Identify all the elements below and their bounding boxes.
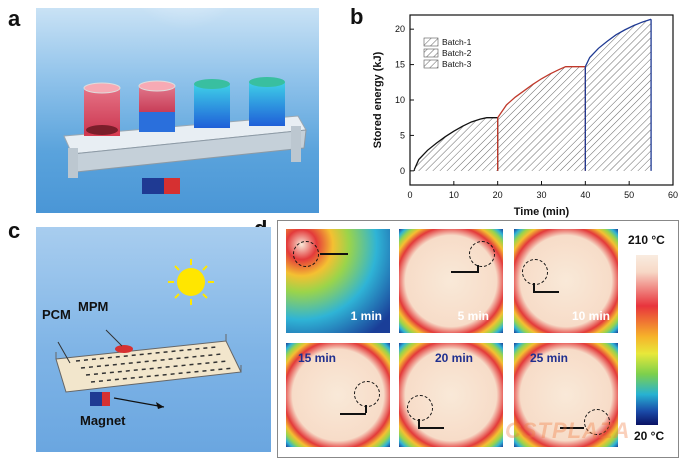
series-line-1 [413,117,498,170]
legend-label-2: Batch-2 [442,48,472,58]
y-tick-label: 10 [395,95,405,105]
beaker-red-blue [138,80,176,132]
x-tick-label: 30 [536,190,546,200]
conveyor-leg [68,148,78,178]
pcm-tray-illustration [55,259,242,409]
panel-b-letter: b [350,4,364,29]
y-tick-label: 20 [395,24,405,34]
droplet-marker [354,381,380,407]
x-tick-label: 60 [668,190,678,200]
thermal-tile-1: 1 min [286,229,390,333]
thermal-tile-4: 15 min [286,343,390,447]
mpm-droplet [115,345,133,353]
droplet-marker [469,241,495,267]
motion-arrow [418,427,444,429]
legend-swatch-3 [423,59,439,69]
tile-3-label: 10 min [571,309,610,323]
panel-c-illustration: MPM PCM Magnet [36,227,271,452]
sun-icon [168,259,214,305]
beaker-red [83,82,121,136]
y-tick-label: 5 [400,130,405,140]
tile-5-label: 20 min [435,351,474,365]
thermal-tile-6: 25 min [514,343,618,447]
panel-a-letter: a [8,6,21,31]
mpm-label: MPM [78,299,109,314]
tile-6-label: 25 min [530,351,569,365]
series-line-3 [584,18,652,67]
x-tick-label: 50 [624,190,634,200]
temperature-colorbar [636,255,658,425]
colorbar-max-label: 210 °C [628,233,665,247]
thermal-tile-2: 5 min [399,229,503,333]
droplet-marker [522,259,548,285]
panel-a-illustration [36,8,319,213]
legend-label-1: Batch-1 [442,37,472,47]
motion-arrow [340,413,366,415]
pcm-tray [55,340,242,393]
series-area-1 [414,117,498,171]
x-tick-label: 0 [407,190,412,200]
light-beam [116,8,256,118]
y-tick-label: 0 [400,166,405,176]
watermark-logo: CSTPLAZA [505,418,631,443]
droplet-marker [584,409,610,435]
thermal-tile-3: 10 min [514,229,618,333]
y-axis-label: Stored energy (kJ) [372,51,384,148]
thermal-tile-5: 20 min [399,343,503,447]
tile-1-label: 1 min [350,309,382,323]
magnet-icon [90,392,102,406]
series-line-2 [497,66,586,119]
legend-swatch-1 [423,37,439,47]
tile-4-label: 15 min [298,351,337,365]
tile-2-label: 5 min [457,309,489,323]
motion-arrow [451,271,477,273]
beaker-blue-2 [249,77,285,126]
legend-swatch-2 [423,48,439,58]
droplet-marker [407,395,433,421]
pcm-label: PCM [42,307,71,322]
droplet-marker [293,241,319,267]
y-tick-label: 15 [395,60,405,70]
legend-label-3: Batch-3 [442,59,472,69]
x-tick-label: 10 [449,190,459,200]
panel-c-letter: c [8,218,21,243]
x-axis-label: Time (min) [514,206,570,218]
motion-arrow [320,253,348,255]
magnet-label: Magnet [80,413,126,428]
panel-d-thermal-images: 1 min 5 min 10 min 15 min 20 min 25 min … [277,220,679,458]
panel-b-chart: 0 10 20 30 40 50 60 0 5 10 15 20 Time (min) Stored en… [365,5,683,220]
beaker-blue-1 [194,79,230,128]
conveyor-illustration [63,8,307,194]
stored-energy-chart: 0 10 20 30 40 50 60 0 5 10 15 20 Time (min) Stored en… [372,14,678,218]
magnet-arrow [113,397,165,408]
colorbar-min-label: 20 °C [634,429,665,443]
magnet-icon [142,178,164,194]
series-area-3 [585,19,652,171]
series-area-2 [497,66,586,171]
x-tick-label: 40 [580,190,590,200]
motion-arrow [560,427,584,429]
motion-arrow [533,291,559,293]
x-tick-label: 20 [493,190,503,200]
